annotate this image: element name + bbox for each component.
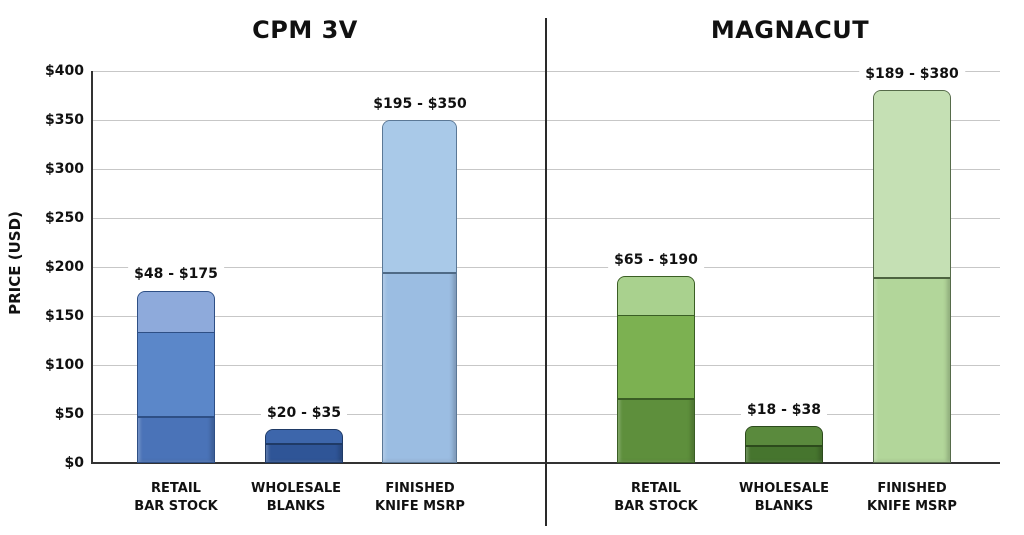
x-label-magnacut-wholesale: WHOLESALE BLANKS xyxy=(739,480,829,516)
bar-magnacut-wholesale xyxy=(745,426,823,463)
x-label-magnacut-finished: FINISHED KNIFE MSRP xyxy=(867,480,957,516)
bar-cpm3v-wholesale xyxy=(265,429,343,463)
band-divider xyxy=(266,443,342,445)
data-label-cpm3v-retail: $48 - $175 xyxy=(128,266,224,282)
y-tick-200: $200 xyxy=(45,259,84,275)
x-label-line2: KNIFE MSRP xyxy=(867,499,957,514)
x-label-cpm3v-finished: FINISHED KNIFE MSRP xyxy=(375,480,465,516)
x-label-line2: BAR STOCK xyxy=(134,499,218,514)
x-label-cpm3v-wholesale: WHOLESALE BLANKS xyxy=(251,480,341,516)
y-tick-50: $50 xyxy=(54,406,84,422)
band-divider xyxy=(138,416,214,418)
y-tick-400: $400 xyxy=(45,63,84,79)
data-label-magnacut-finished: $189 - $380 xyxy=(859,66,965,82)
band-top xyxy=(383,121,456,272)
data-label-magnacut-retail: $65 - $190 xyxy=(608,252,704,268)
band-divider xyxy=(383,272,456,274)
band-mid xyxy=(138,333,214,417)
data-label-cpm3v-wholesale: $20 - $35 xyxy=(260,405,348,421)
panel-divider xyxy=(545,18,547,526)
y-tick-100: $100 xyxy=(45,357,84,373)
band-top xyxy=(746,427,822,445)
x-label-line1: WHOLESALE xyxy=(738,481,830,496)
x-label-line2: BAR STOCK xyxy=(614,499,698,514)
x-label-line1: FINISHED xyxy=(385,481,455,496)
band-mid xyxy=(618,316,694,399)
band-divider xyxy=(874,277,950,279)
band-divider xyxy=(746,445,822,447)
band-divider xyxy=(138,332,214,334)
band-top xyxy=(618,277,694,315)
x-label-line2: BLANKS xyxy=(266,499,326,514)
y-tick-150: $150 xyxy=(45,308,84,324)
x-label-magnacut-retail: RETAIL BAR STOCK xyxy=(614,480,697,516)
x-label-line1: RETAIL xyxy=(151,481,201,496)
y-tick-300: $300 xyxy=(45,161,84,177)
band-divider xyxy=(618,315,694,317)
chart-title-cpm3v: CPM 3V xyxy=(252,16,358,44)
bar-magnacut-finished xyxy=(873,90,951,463)
x-label-cpm3v-retail: RETAIL BAR STOCK xyxy=(134,480,217,516)
y-tick-250: $250 xyxy=(45,210,84,226)
x-label-line2: BLANKS xyxy=(754,499,814,514)
bar-cpm3v-retail xyxy=(137,291,215,463)
bar-magnacut-retail xyxy=(617,276,695,463)
band-top xyxy=(138,292,214,332)
bar-cpm3v-finished xyxy=(382,120,457,463)
x-label-line1: WHOLESALE xyxy=(250,481,342,496)
x-label-line1: RETAIL xyxy=(631,481,681,496)
band-divider xyxy=(618,398,694,400)
chart-title-magnacut: MAGNACUT xyxy=(710,16,870,44)
y-axis-line xyxy=(91,71,93,464)
y-tick-350: $350 xyxy=(45,112,84,128)
band-top xyxy=(266,430,342,443)
band-top xyxy=(874,91,950,277)
data-label-magnacut-wholesale: $18 - $38 xyxy=(740,402,828,418)
data-label-cpm3v-finished: $195 - $350 xyxy=(367,96,473,112)
x-label-line2: KNIFE MSRP xyxy=(375,499,465,514)
y-tick-0: $0 xyxy=(64,455,84,471)
x-label-line1: FINISHED xyxy=(877,481,947,496)
